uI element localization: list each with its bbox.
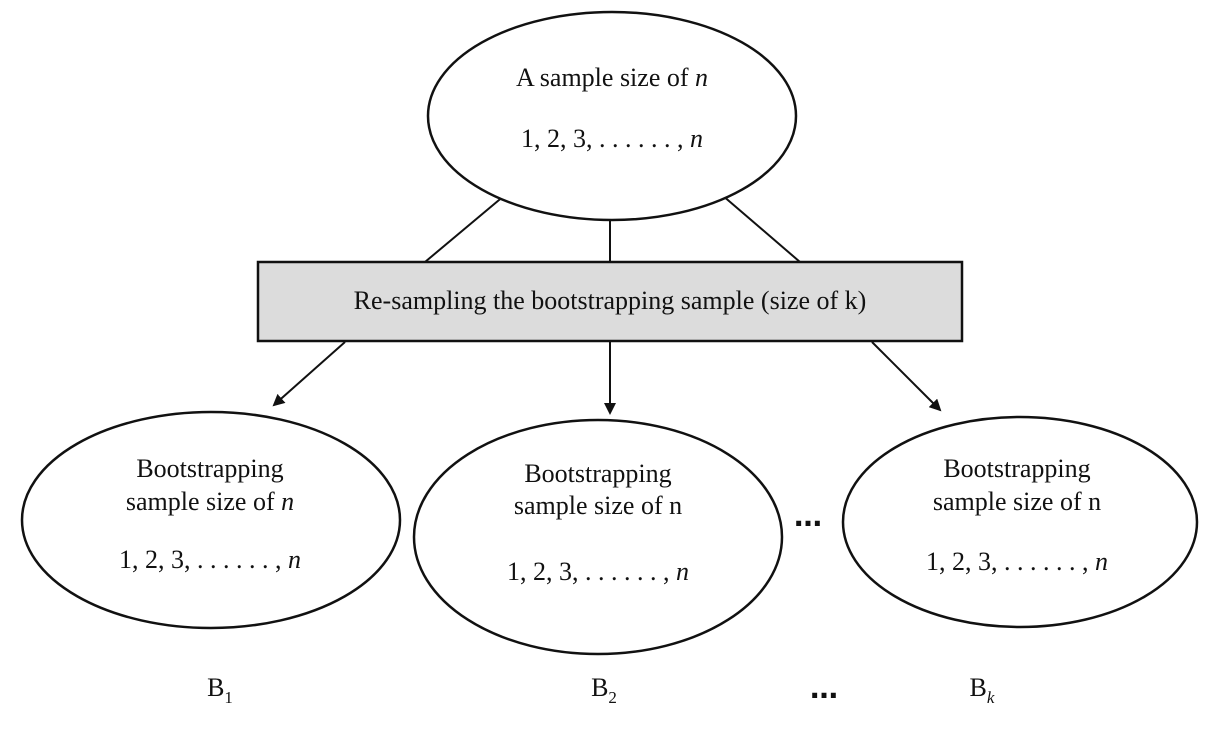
sample-1-line2: sample size of n: [125, 487, 295, 516]
sample-1-sequence: 1, 2, 3, . . . . . . , n: [119, 545, 301, 574]
label-b1: B1: [207, 673, 233, 707]
ellipsis-middle: …: [794, 500, 823, 533]
arrow-to-sample-k: [871, 341, 942, 412]
connector-root-right: [721, 194, 801, 263]
ellipsis-bottom: …: [810, 672, 839, 705]
sample-ellipse-k: [841, 415, 1199, 629]
connector-root-left: [424, 194, 506, 263]
label-bk: Bk: [969, 673, 995, 707]
resampling-label: Re-sampling the bootstrapping sample (si…: [353, 286, 867, 315]
root-title: A sample size of n: [515, 63, 709, 92]
sample-2-sequence: 1, 2, 3, . . . . . . , n: [507, 557, 689, 586]
sample-2-line2: sample size of n: [513, 491, 683, 520]
root-sequence: 1, 2, 3, . . . . . . , n: [521, 124, 703, 153]
sample-k-sequence: 1, 2, 3, . . . . . . , n: [926, 547, 1108, 576]
sample-ellipse-2: [412, 418, 784, 656]
sample-k-line2: sample size of n: [932, 487, 1102, 516]
sample-2-line1: Bootstrapping: [524, 459, 672, 488]
arrow-to-sample-1: [272, 341, 346, 407]
sample-1-line1: Bootstrapping: [136, 454, 284, 483]
resampling-box: [256, 260, 964, 343]
root-sample-ellipse: [426, 10, 798, 222]
label-b2: B2: [591, 673, 617, 707]
sample-k-line1: Bootstrapping: [943, 454, 1091, 483]
sample-ellipse-1: [20, 410, 402, 630]
